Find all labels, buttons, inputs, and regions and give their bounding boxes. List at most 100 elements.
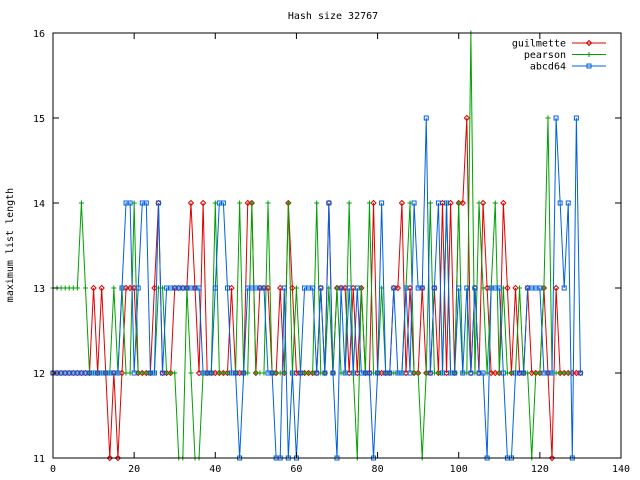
data-point-guilmette (459, 199, 466, 207)
x-tick-label: 100 (450, 464, 468, 475)
data-point-guilmette (114, 454, 122, 462)
data-point-abcd64 (439, 370, 445, 376)
data-point-abcd64 (460, 370, 466, 376)
data-point-abcd64 (427, 370, 433, 376)
legend-label: pearson (524, 50, 566, 61)
data-point-abcd64 (375, 370, 381, 376)
x-tick-label: 20 (128, 464, 140, 475)
data-point-abcd64 (468, 370, 474, 376)
data-point-pearson (78, 200, 84, 206)
data-point-pearson (111, 285, 117, 291)
data-point-guilmette (370, 199, 377, 207)
data-point-pearson (545, 115, 551, 121)
data-point-abcd64 (224, 285, 230, 291)
data-point-abcd64 (330, 370, 336, 376)
data-point-abcd64 (354, 285, 360, 291)
data-point-abcd64 (135, 285, 141, 291)
x-tick-label: 0 (50, 464, 56, 475)
x-tick-label: 140 (612, 464, 630, 475)
data-point-abcd64 (342, 370, 348, 376)
data-point-pearson (249, 200, 255, 206)
data-point-abcd64 (326, 200, 332, 206)
data-point-abcd64 (391, 285, 397, 291)
data-point-abcd64 (269, 370, 275, 376)
data-point-pearson (265, 200, 271, 206)
data-point-guilmette (98, 284, 105, 292)
data-point-pearson (237, 200, 243, 206)
data-point-abcd64 (561, 285, 567, 291)
data-point-abcd64 (444, 200, 450, 206)
data-point-abcd64 (338, 285, 344, 291)
data-point-abcd64 (261, 285, 267, 291)
legend-label: abcd64 (530, 62, 566, 73)
x-tick-label: 60 (290, 464, 302, 475)
x-tick-label: 120 (531, 464, 549, 475)
y-tick-label: 16 (33, 29, 45, 40)
data-point-pearson (427, 200, 433, 206)
data-point-pearson (366, 200, 372, 206)
data-point-abcd64 (281, 285, 287, 291)
data-point-pearson (415, 370, 421, 376)
data-point-abcd64 (289, 370, 295, 376)
legend-swatch-marker (585, 39, 593, 47)
axis-ticks: 0 20 40 60 80 100 120 140 11 12 13 14 15 16 (33, 29, 630, 475)
chart-title: Hash size 32767 (288, 11, 378, 22)
data-point-pearson (565, 370, 571, 376)
data-point-abcd64 (346, 285, 352, 291)
data-point-abcd64 (196, 285, 202, 291)
data-point-abcd64 (452, 370, 458, 376)
data-point-abcd64 (366, 370, 372, 376)
data-point-pearson (456, 200, 462, 206)
data-point-abcd64 (500, 370, 506, 376)
data-point-pearson (172, 370, 178, 376)
data-point-abcd64 (553, 115, 559, 121)
y-tick-label: 13 (33, 284, 45, 295)
data-point-abcd64 (521, 370, 527, 376)
data-point-guilmette (552, 284, 560, 292)
data-point-abcd64 (350, 370, 356, 376)
series-abcd64 (50, 115, 583, 461)
data-point-guilmette (500, 199, 507, 207)
data-point-guilmette (492, 369, 499, 377)
data-point-abcd64 (160, 370, 166, 376)
legend-swatch-marker (586, 63, 592, 69)
legend-swatch-marker (586, 52, 592, 57)
data-point-guilmette (187, 199, 195, 207)
data-point-guilmette (398, 199, 406, 207)
data-point-abcd64 (318, 285, 324, 291)
data-point-guilmette (548, 454, 556, 462)
data-point-abcd64 (310, 285, 316, 291)
series-pearson (50, 30, 571, 461)
data-point-guilmette (106, 454, 114, 462)
data-point-abcd64 (435, 200, 441, 206)
series-line-abcd64 (53, 117, 581, 459)
data-point-guilmette (479, 199, 487, 207)
data-point-abcd64 (241, 370, 247, 376)
data-point-guilmette (463, 114, 471, 122)
data-point-pearson (476, 200, 482, 206)
y-tick-label: 12 (33, 369, 45, 380)
data-point-abcd64 (151, 370, 157, 376)
data-point-abcd64 (496, 285, 502, 291)
data-point-pearson (188, 370, 194, 376)
data-point-abcd64 (208, 370, 214, 376)
data-point-abcd64 (127, 200, 133, 206)
x-tick-label: 80 (372, 464, 384, 475)
series-layer (49, 30, 584, 462)
data-point-pearson (293, 285, 299, 291)
data-point-abcd64 (431, 285, 437, 291)
data-point-abcd64 (411, 200, 417, 206)
data-point-abcd64 (423, 115, 429, 121)
data-point-abcd64 (403, 285, 409, 291)
data-point-abcd64 (143, 200, 149, 206)
data-point-abcd64 (297, 370, 303, 376)
data-point-guilmette (199, 199, 207, 207)
data-point-abcd64 (407, 370, 413, 376)
data-point-pearson (346, 200, 352, 206)
data-point-pearson (74, 285, 80, 291)
data-point-pearson (480, 285, 486, 291)
y-tick-label: 14 (33, 199, 45, 210)
data-point-abcd64 (419, 285, 425, 291)
data-point-pearson (517, 285, 523, 291)
y-axis-label: maximum list length (5, 188, 16, 302)
